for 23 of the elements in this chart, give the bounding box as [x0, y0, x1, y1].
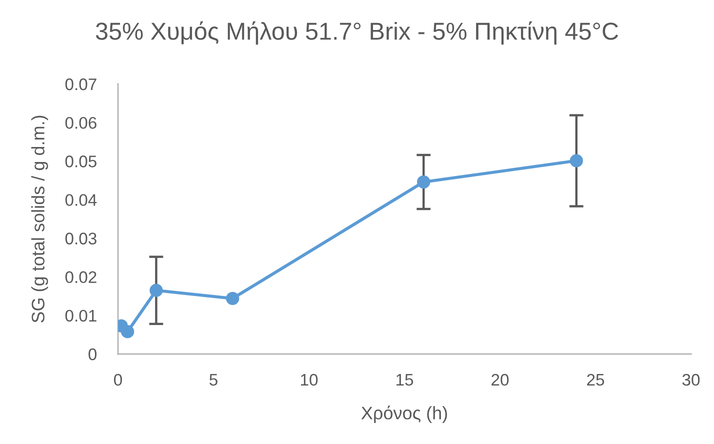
- x-axis-title: Χρόνος (h): [361, 406, 447, 423]
- y-tick-label: 0.02: [65, 271, 96, 284]
- y-tick-label: 0.01: [65, 310, 96, 322]
- chart-title: 35% Χυμός Μήλου 51.7° Brix - 5% Πηκτίνη 45°C: [96, 21, 618, 45]
- point: [570, 154, 583, 168]
- y-tick-label: 0.06: [65, 116, 96, 129]
- x-tick-label: 10: [301, 374, 318, 386]
- point: [120, 325, 134, 338]
- x-tick-label: 25: [587, 374, 604, 386]
- y-tick-label: 0: [88, 348, 97, 360]
- x-tick-label: 0: [114, 374, 122, 386]
- y-tick-label: 0.03: [65, 232, 96, 244]
- point: [226, 292, 240, 306]
- y-axis-title: SG (g total solids / g d.m.): [31, 116, 48, 323]
- y-tick-label: 0.05: [65, 156, 96, 168]
- x-tick-label: 30: [682, 374, 700, 386]
- x-tick-label: 5: [210, 374, 218, 386]
- point: [150, 284, 163, 297]
- y-tick-label: 0.04: [65, 194, 97, 206]
- point: [417, 175, 430, 189]
- y-tick-label: 0.07: [65, 78, 96, 90]
- x-tick-label: 20: [492, 374, 509, 386]
- x-tick-label: 15: [396, 374, 414, 386]
